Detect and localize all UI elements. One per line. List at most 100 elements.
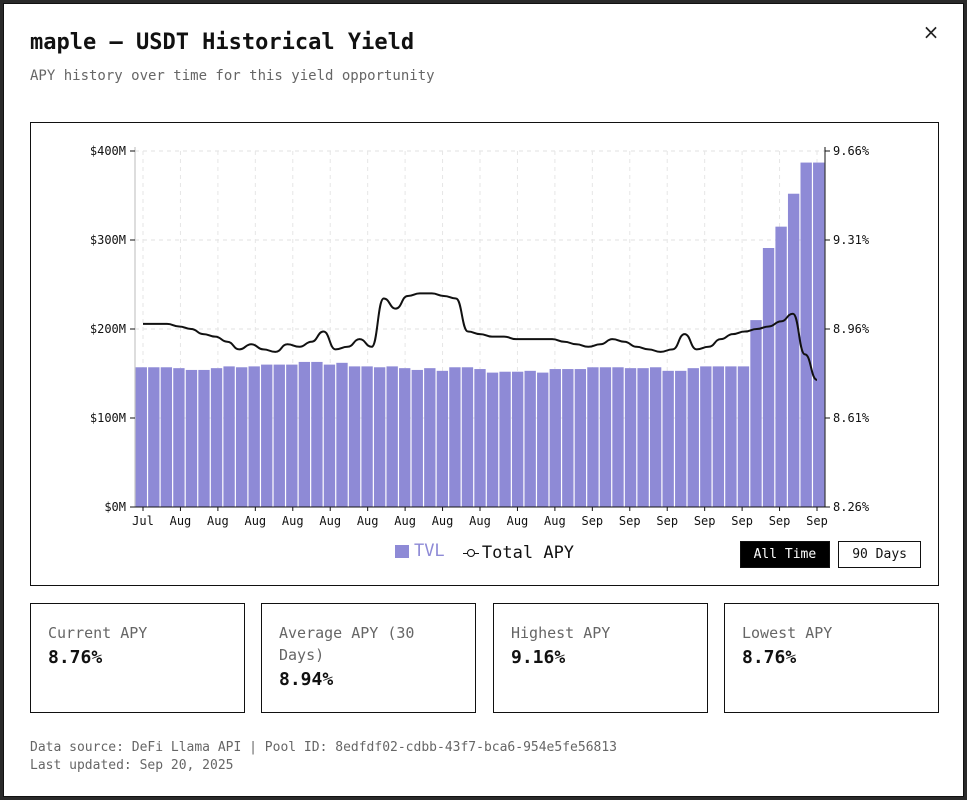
tvl-bar: [612, 367, 624, 507]
tvl-bar: [361, 366, 373, 507]
tvl-bar: [424, 368, 436, 507]
tvl-bar: [549, 369, 561, 507]
left-tick-label: $200M: [90, 322, 126, 336]
line-marker-icon: [462, 548, 479, 558]
stat-value: 8.76%: [48, 647, 103, 668]
tvl-bar: [587, 367, 599, 507]
stat-card-highest-apy: Highest APY 9.16%: [493, 603, 708, 713]
tvl-bar: [286, 364, 298, 507]
tvl-bar: [486, 372, 499, 507]
x-tick-label: Aug: [357, 514, 379, 528]
tvl-bar: [813, 162, 825, 507]
stat-value: 8.94%: [279, 669, 334, 690]
left-tick-label: $400M: [90, 144, 126, 158]
x-tick-label: Sep: [806, 514, 828, 528]
x-tick-label: Aug: [282, 514, 304, 528]
tvl-bar: [474, 369, 486, 507]
stat-label: Current APY: [48, 624, 148, 642]
stat-value: 8.76%: [742, 647, 797, 668]
x-tick-label: Aug: [319, 514, 341, 528]
tvl-bar: [524, 370, 536, 507]
tvl-bar: [800, 162, 812, 507]
tvl-bar: [662, 370, 674, 507]
tvl-bar: [336, 362, 348, 507]
close-icon[interactable]: ×: [922, 20, 940, 44]
right-tick-label: 8.26%: [833, 500, 870, 514]
tvl-bar: [787, 193, 800, 507]
x-tick-label: Aug: [507, 514, 529, 528]
x-tick-label: Aug: [544, 514, 566, 528]
tvl-bar: [700, 366, 712, 507]
range-selector: All Time 90 Days: [739, 541, 921, 568]
right-tick-label: 8.61%: [833, 411, 870, 425]
tvl-bar: [411, 369, 423, 507]
tvl-swatch-icon: [394, 544, 409, 558]
chart-legend: TVL Total APY: [31, 541, 938, 563]
tvl-bar: [348, 366, 361, 507]
stats-row: Current APY 8.76% Average APY (30 Days) …: [30, 603, 939, 713]
tvl-bar: [311, 361, 323, 507]
tvl-bar: [173, 368, 185, 507]
tvl-bar: [223, 366, 235, 507]
legend-item-apy[interactable]: Total APY: [462, 542, 575, 563]
tvl-bar: [449, 367, 461, 507]
x-tick-label: Aug: [207, 514, 229, 528]
tvl-bar: [235, 367, 248, 507]
stat-card-current-apy: Current APY 8.76%: [30, 603, 245, 713]
apy-tvl-chart: $0M $100M $200M $300M $400M 8.26% 8.61% 8.96% 9.…: [30, 122, 939, 586]
x-tick-label: Aug: [170, 514, 192, 528]
tvl-bar: [737, 366, 750, 507]
legend-label-apy: Total APY: [481, 542, 575, 563]
x-tick-label: Sep: [769, 514, 791, 528]
yield-history-modal: × maple – USDT Historical Yield APY hist…: [3, 3, 964, 797]
left-tick-label: $100M: [90, 411, 126, 425]
x-tick-label: Aug: [432, 514, 454, 528]
tvl-bar: [762, 248, 775, 507]
all-time-button[interactable]: All Time: [739, 541, 831, 568]
tvl-bar: [261, 364, 273, 507]
left-tick-label: $0M: [104, 500, 126, 514]
ninety-days-button[interactable]: 90 Days: [838, 541, 921, 568]
x-tick-label: Jul: [132, 514, 154, 528]
tvl-bar: [624, 368, 637, 507]
tvl-bar: [537, 372, 549, 507]
tvl-bar: [185, 369, 198, 507]
tvl-bar: [135, 367, 147, 507]
tvl-bar: [399, 368, 411, 507]
tvl-bar: [499, 371, 511, 507]
stat-card-average-apy: Average APY (30 Days) 8.94%: [261, 603, 476, 713]
tvl-bar: [323, 364, 336, 507]
tvl-bar: [160, 367, 173, 507]
tvl-bar: [687, 368, 699, 507]
tvl-bar: [750, 320, 762, 507]
modal-title: maple – USDT Historical Yield: [30, 30, 415, 55]
tvl-bar: [198, 369, 210, 507]
tvl-bar: [775, 226, 787, 507]
footer: Data source: DeFi Llama API | Pool ID: 8…: [30, 739, 617, 775]
x-tick-label: Sep: [619, 514, 641, 528]
x-tick-label: Sep: [581, 514, 603, 528]
apy-line: [143, 292, 818, 381]
left-tick-label: $300M: [90, 233, 126, 247]
tvl-bar: [637, 368, 649, 507]
stat-card-lowest-apy: Lowest APY 8.76%: [724, 603, 939, 713]
tvl-bar: [574, 369, 587, 507]
chart-canvas: $0M $100M $200M $300M $400M 8.26% 8.61% 8.96% 9.…: [90, 144, 870, 528]
tvl-bar: [210, 368, 223, 507]
tvl-bar: [725, 366, 737, 507]
tvl-bar: [675, 370, 687, 507]
x-tick-label: Aug: [394, 514, 416, 528]
last-updated-text: Last updated: Sep 20, 2025: [30, 758, 234, 773]
stat-label: Lowest APY: [742, 624, 833, 642]
tvl-bar: [148, 367, 160, 507]
tvl-bar: [649, 367, 662, 507]
tvl-bar: [562, 369, 574, 507]
tvl-bar: [599, 367, 612, 507]
stat-label: Highest APY: [511, 624, 611, 642]
x-tick-label: Sep: [731, 514, 753, 528]
legend-item-tvl[interactable]: TVL: [394, 541, 445, 561]
right-tick-label: 9.31%: [833, 233, 870, 247]
tvl-bar: [436, 370, 449, 507]
tvl-bar: [386, 366, 398, 507]
right-tick-label: 9.66%: [833, 144, 870, 158]
